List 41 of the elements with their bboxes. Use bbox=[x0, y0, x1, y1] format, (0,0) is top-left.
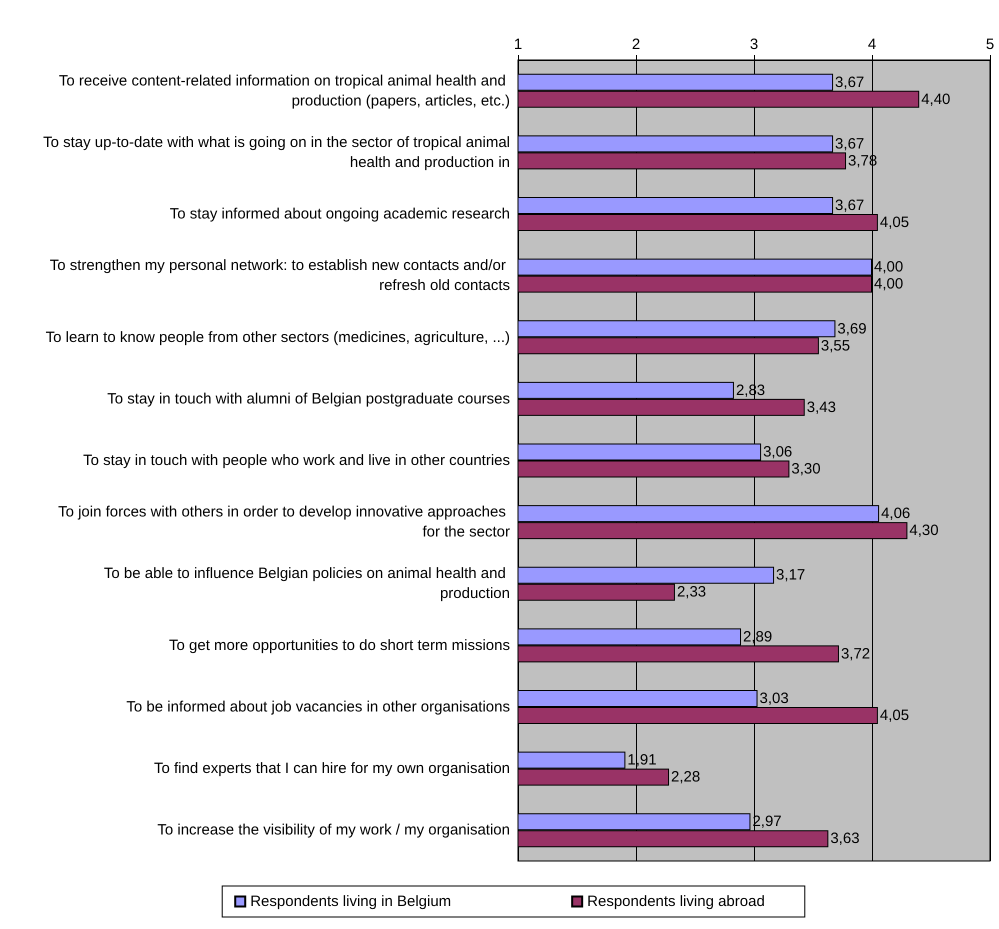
data-label: 3,06 bbox=[763, 444, 792, 460]
data-label: 4,30 bbox=[909, 522, 939, 540]
y-tick-label: To find experts that I can hire for my own organisation bbox=[154, 760, 510, 778]
data-label: 2,28 bbox=[671, 768, 700, 786]
y-tick-label: To join forces with others in order to develop innovative approaches for the sector bbox=[58, 504, 510, 541]
y-tick-label: To learn to know people from other sectors (medicines, agriculture, ...) bbox=[46, 328, 510, 346]
y-tick-label: To stay in touch with people who work and live in other countries bbox=[83, 452, 510, 469]
data-label: 2,33 bbox=[676, 584, 706, 601]
y-tick-label: To be able to influence Belgian policies on animal health and production bbox=[104, 565, 510, 602]
x-tick-label: 2 bbox=[632, 36, 640, 53]
data-label: 3,17 bbox=[776, 566, 806, 584]
data-label: 4,05 bbox=[880, 706, 910, 724]
data-label: 4,40 bbox=[921, 90, 950, 108]
data-label: 4,05 bbox=[880, 214, 910, 232]
data-label: 4,06 bbox=[881, 505, 910, 522]
data-label: 3,67 bbox=[835, 74, 864, 91]
y-tick-label: To get more opportunities to do short term missions bbox=[169, 636, 510, 654]
data-label: 3,69 bbox=[837, 320, 867, 338]
data-label: 3,63 bbox=[830, 830, 860, 848]
x-tick-label: 4 bbox=[868, 36, 876, 53]
data-label: 3,67 bbox=[835, 135, 864, 152]
data-label: 4,00 bbox=[874, 276, 904, 293]
legend-label: Respondents living abroad bbox=[587, 893, 765, 910]
y-tick-label: To stay up-to-date with what is going on in the sector of tropical animal health and production in bbox=[43, 134, 510, 171]
data-label: 3,55 bbox=[820, 337, 850, 354]
y-tick-label: To stay informed about ongoing academic research bbox=[170, 206, 510, 223]
y-tick-label: To stay in touch with alumni of Belgian postgraduate courses bbox=[107, 390, 510, 408]
y-tick-label: To receive content-related information on tropical animal health and production (papers, articles, etc.) bbox=[58, 72, 510, 110]
data-label: 3,67 bbox=[835, 197, 864, 214]
legend-label: Respondents living in Belgium bbox=[250, 893, 452, 910]
x-tick-label: 1 bbox=[514, 36, 522, 53]
x-tick-label: 3 bbox=[750, 36, 758, 53]
y-tick-label: To strengthen my personal network: to establish new contacts and/or refresh old contacts bbox=[50, 257, 510, 294]
x-tick-label: 5 bbox=[986, 36, 994, 53]
data-label: 3,72 bbox=[840, 645, 870, 662]
data-label: 3,43 bbox=[806, 398, 836, 416]
data-label: 4,00 bbox=[874, 258, 904, 276]
y-tick-label: To be informed about job vacancies in other organisations bbox=[126, 698, 510, 716]
data-label: 3,30 bbox=[791, 460, 821, 478]
y-tick-label: To increase the visibility of my work / my organisation bbox=[157, 822, 510, 839]
data-label: 3,03 bbox=[760, 690, 789, 707]
